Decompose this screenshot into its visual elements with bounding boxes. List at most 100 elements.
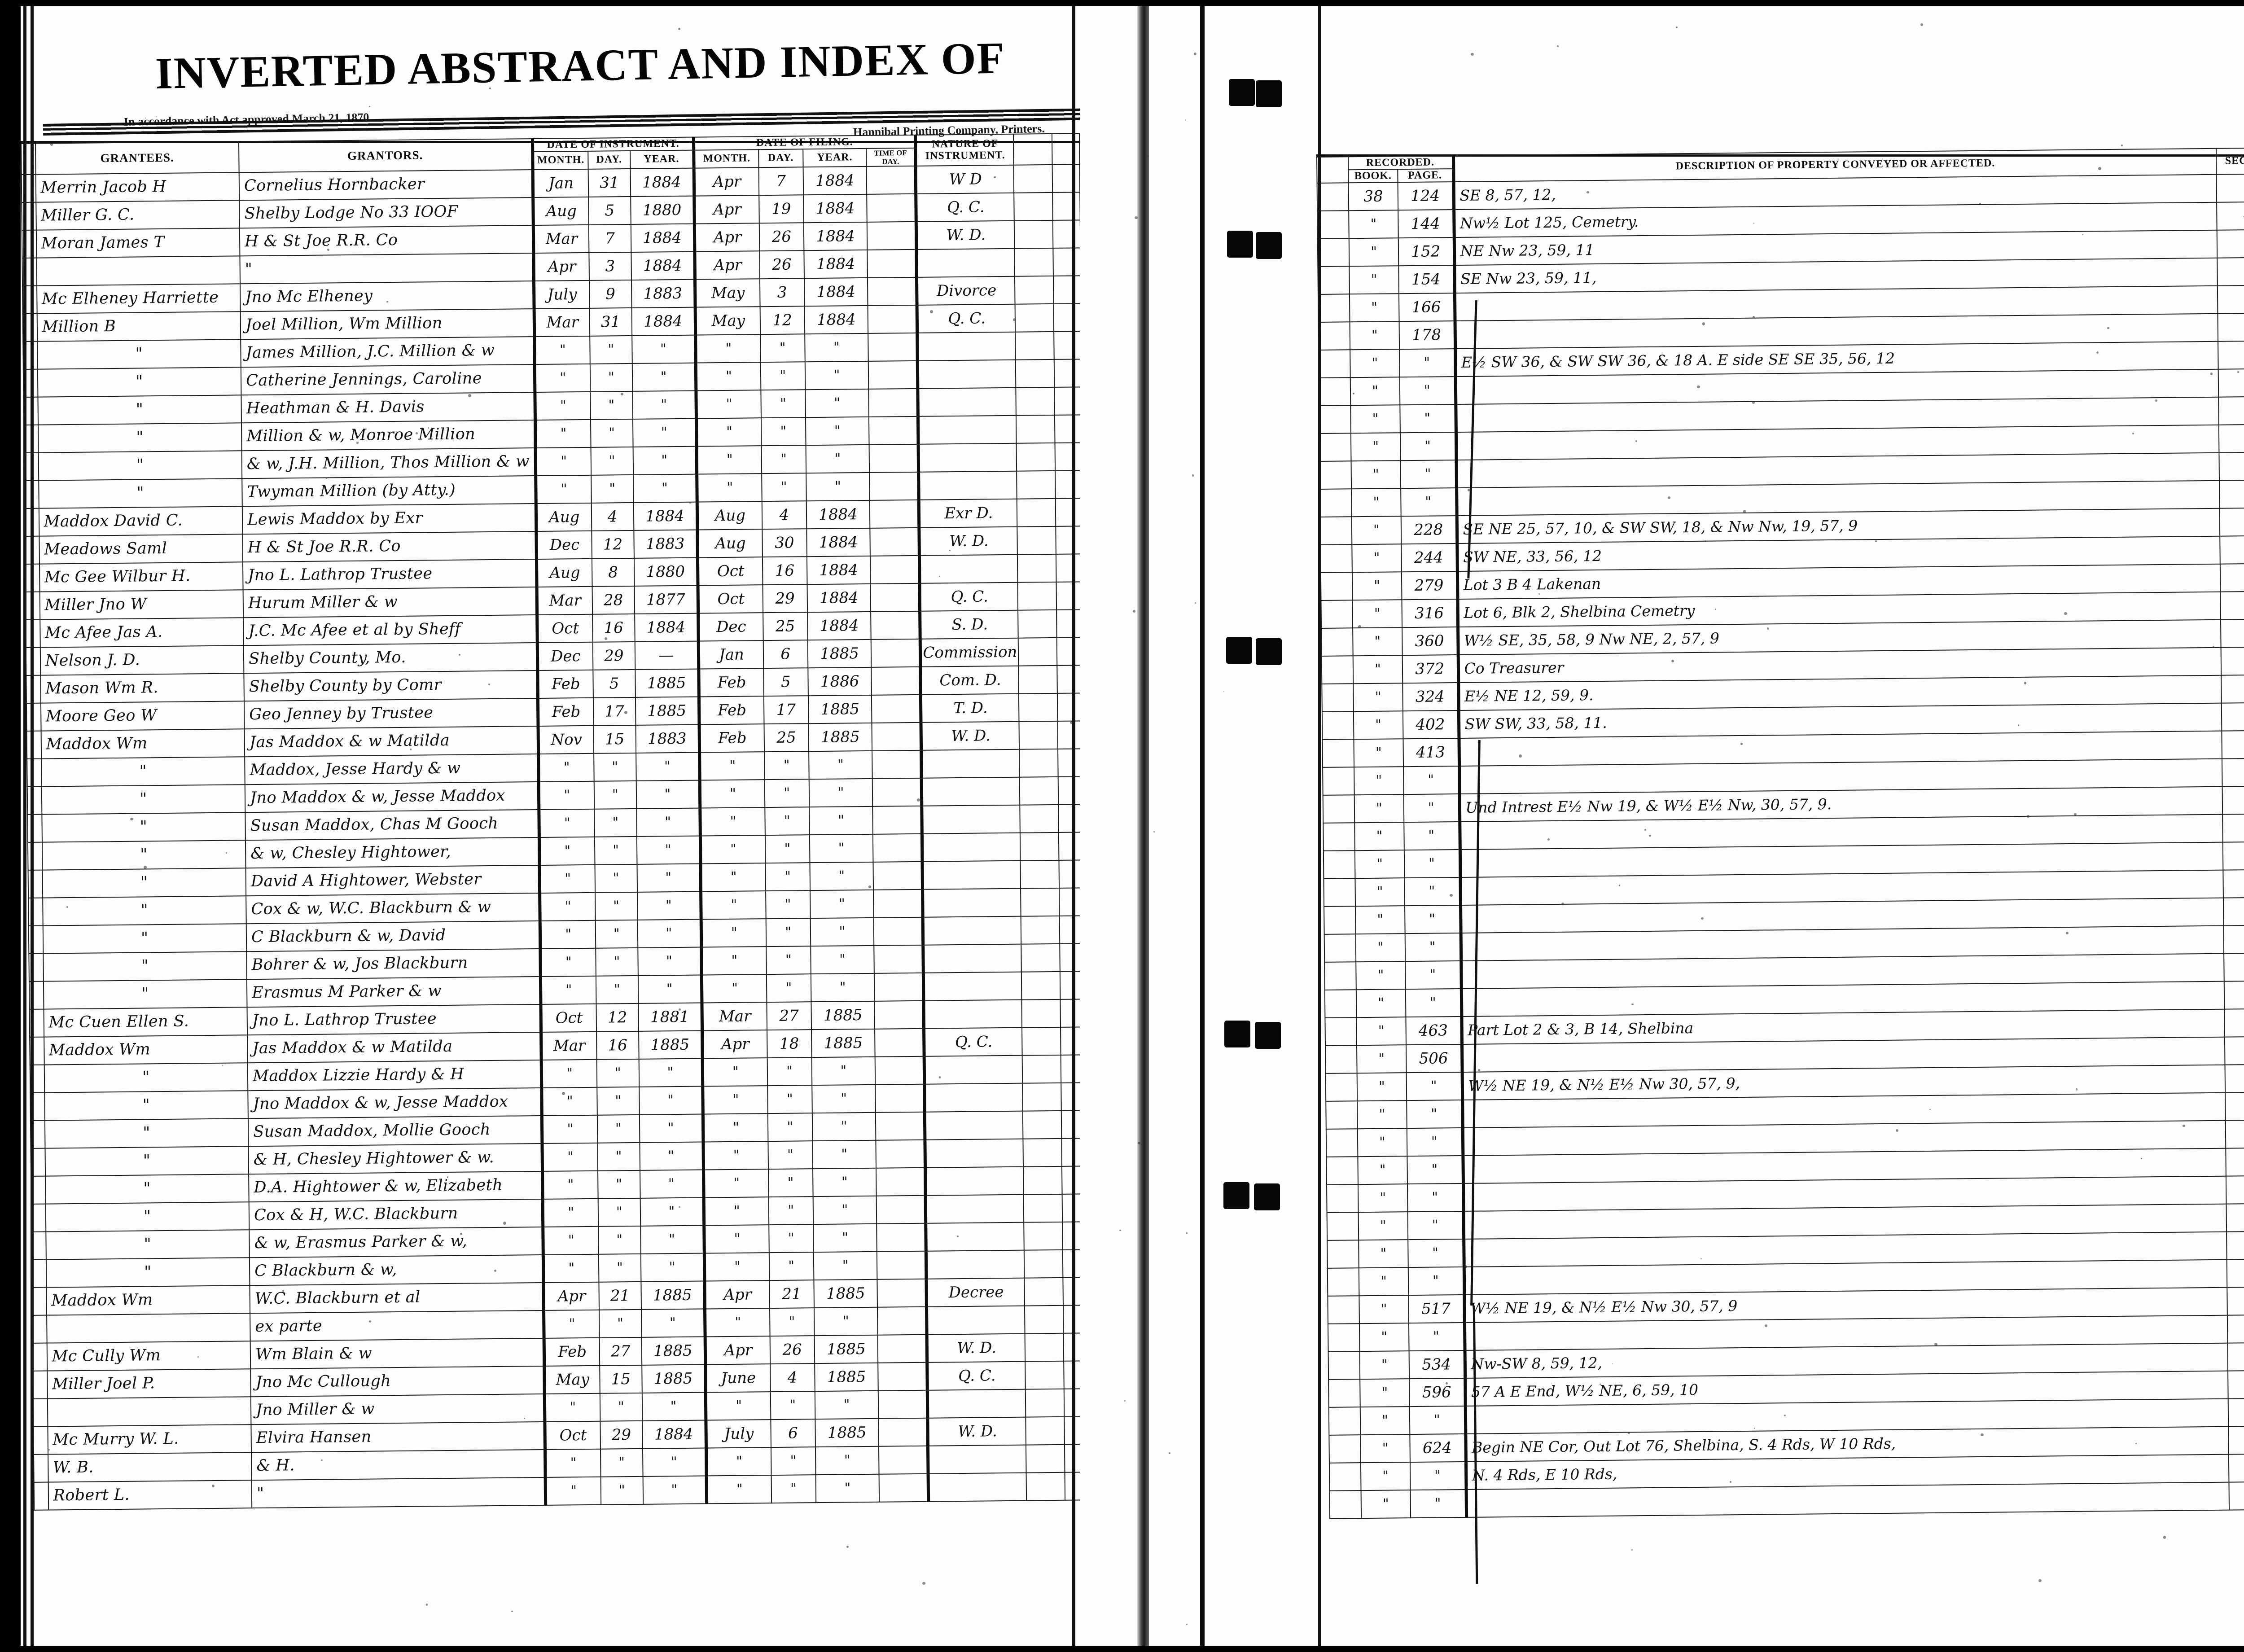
row-marker-cell [24, 481, 39, 508]
book-cell: " [1354, 739, 1403, 767]
scan-speck [488, 684, 490, 685]
filing-day-cell: " [770, 1308, 815, 1336]
time-of-day-cell [877, 1223, 926, 1252]
row-marker-cell [23, 397, 38, 425]
scan-speck [939, 576, 940, 577]
sec-cell [2228, 1370, 2244, 1398]
binding-tab [1227, 231, 1253, 258]
book-cell: " [1354, 794, 1404, 823]
row-marker-cell-r [1317, 210, 1349, 239]
time-of-day-cell [873, 890, 923, 918]
instrument-day-cell: " [590, 364, 633, 392]
spare-cell-a [1019, 749, 1058, 777]
filing-year-cell: " [805, 333, 868, 362]
page-cell: 534 [1409, 1350, 1465, 1379]
scan-speck [503, 1222, 506, 1225]
time-of-day-cell [870, 528, 920, 556]
filing-day-cell: " [768, 1113, 813, 1141]
instrument-month-cell: " [539, 893, 595, 921]
row-marker-cell [24, 425, 38, 453]
instrument-day-cell: 29 [593, 642, 636, 670]
grantee-cell: " [44, 1118, 248, 1148]
row-marker-cell [26, 648, 40, 675]
scan-speck [1753, 316, 1755, 318]
nature-of-instrument-cell [923, 916, 1021, 945]
spare-cell-a [1025, 1278, 1064, 1306]
binding-tab [1256, 232, 1282, 259]
filing-month-cell: " [700, 780, 765, 808]
scan-speck [2018, 724, 2019, 726]
spare-cell-a [1019, 666, 1058, 694]
instrument-month-cell: " [541, 1060, 597, 1088]
instrument-month-cell: Aug [536, 559, 592, 587]
binding-tab [1256, 80, 1282, 107]
grantor-cell: Hurum Miller & w [243, 587, 537, 618]
filing-day-cell: 4 [770, 1363, 815, 1392]
book-cell: " [1361, 1462, 1411, 1490]
row-marker-cell-r [1318, 238, 1350, 267]
sec-cell [2229, 1454, 2244, 1482]
filing-month-cell: Oct [698, 557, 763, 585]
row-marker-cell [32, 1288, 46, 1315]
grantor-cell: Maddox Lizzie Hardy & H [248, 1060, 542, 1091]
nature-of-instrument-cell [924, 1056, 1022, 1084]
scan-speck [426, 1604, 428, 1606]
page-cell: 244 [1401, 543, 1457, 572]
filing-year-cell: " [810, 890, 874, 918]
page-cell: 228 [1401, 516, 1457, 544]
nature-of-instrument-cell: Divorce [917, 276, 1015, 305]
row-marker-cell-r [1319, 405, 1351, 434]
sec-cell [2220, 536, 2244, 564]
scan-speck [1740, 743, 1742, 745]
grantor-cell: C Blackburn & w, [250, 1255, 543, 1285]
scan-speck [369, 106, 370, 107]
grantor-cell: C Blackburn & w, David [246, 921, 540, 951]
filing-year-cell: 1885 [811, 1029, 875, 1057]
spare-cell-b [1053, 220, 1080, 248]
row-marker-cell [31, 1232, 46, 1260]
nature-of-instrument-cell [925, 1111, 1023, 1140]
filing-year-cell: " [815, 1474, 879, 1503]
filing-year-cell: 1885 [808, 695, 872, 723]
spare-cell-b [1053, 276, 1081, 304]
spare-cell-b [1054, 359, 1082, 387]
scan-speck [2096, 351, 2099, 354]
time-of-day-cell [872, 667, 921, 695]
filing-month-cell: " [703, 1141, 768, 1170]
sec-cell [2219, 425, 2244, 453]
spare-cell-a [1026, 1472, 1065, 1501]
row-marker-cell [22, 202, 36, 230]
spare-cell-a [1020, 777, 1059, 805]
sec-cell [2222, 703, 2244, 731]
instrument-month-cell: " [535, 392, 591, 420]
scan-speck [1477, 196, 1479, 197]
scan-speck [939, 1076, 941, 1078]
instrument-day-cell: " [596, 976, 639, 1004]
spare-cell-a [1014, 220, 1053, 249]
nature-of-instrument-cell: W. D. [916, 221, 1015, 250]
sec-cell [2221, 675, 2244, 703]
grantee-cell: Miller Joel P. [47, 1369, 251, 1398]
filing-month-cell: June [706, 1364, 771, 1392]
filing-day-cell: " [764, 751, 809, 780]
row-marker-cell-r [1323, 795, 1355, 823]
filing-day-cell: " [768, 1141, 813, 1169]
spare-cell-a [1016, 415, 1055, 443]
sec-cell [2218, 285, 2244, 314]
col-head-book: Book. [1348, 169, 1398, 183]
row-marker-cell-r [1326, 1157, 1358, 1185]
row-marker-cell-r [1318, 266, 1350, 294]
spare-cell-b [1052, 164, 1080, 193]
filing-year-cell: " [810, 918, 874, 946]
row-marker-cell-r [1321, 600, 1353, 628]
book-cell: " [1353, 627, 1402, 656]
scan-speck [2027, 815, 2029, 818]
instrument-month-cell: " [540, 920, 596, 949]
filing-year-cell: " [806, 417, 869, 445]
row-marker-cell-r [1329, 1407, 1361, 1435]
instrument-day-cell: " [595, 864, 637, 893]
spare-cell-b [1055, 387, 1082, 415]
book-cell: " [1360, 1351, 1410, 1379]
instrument-month-cell: " [535, 475, 591, 504]
time-of-day-cell [876, 1140, 925, 1168]
